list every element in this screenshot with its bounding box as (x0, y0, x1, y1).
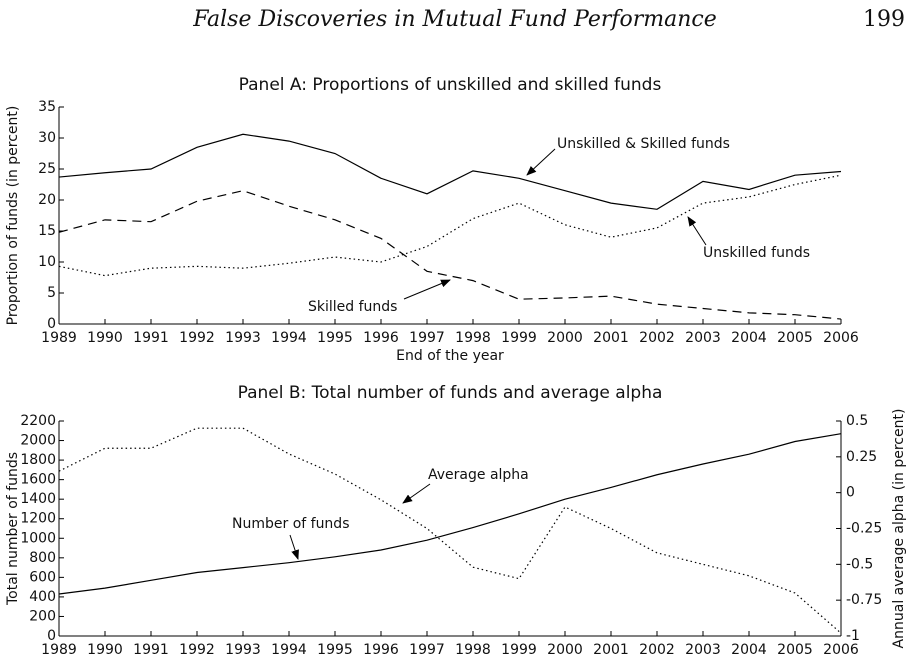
y-tick-label: 10 (38, 254, 56, 270)
x-tick-label: 2004 (731, 330, 767, 346)
y-tick-label: 15 (38, 223, 56, 239)
y-tick-label: 35 (38, 99, 56, 115)
x-tick-label: 2000 (547, 330, 583, 346)
chart-title: Panel A: Proportions of unskilled and sk… (239, 75, 662, 95)
y2-axis-label: Annual average alpha (in percent) (891, 409, 907, 649)
x-tick-label: 2000 (547, 642, 583, 658)
y-tick-label: 5 (47, 285, 56, 301)
y-tick-label: 1600 (20, 472, 56, 488)
y-tick-label: 25 (38, 161, 56, 177)
y2-tick-label: 0 (846, 485, 855, 501)
page-number: 199 (863, 7, 905, 32)
annotation-arrow (403, 279, 451, 300)
y2-tick-label: 0.25 (846, 449, 877, 465)
x-tick-label: 2003 (685, 642, 721, 658)
x-tick-label: 1993 (225, 330, 261, 346)
running-title: False Discoveries in Mutual Fund Perform… (192, 7, 717, 32)
series-annotation: Skilled funds (308, 299, 397, 315)
x-tick-label: 2003 (685, 330, 721, 346)
x-tick-label: 1997 (409, 642, 445, 658)
x-tick-label: 1996 (363, 330, 399, 346)
y-tick-label: 600 (29, 569, 56, 585)
x-tick-label: 2001 (593, 330, 629, 346)
y-axis-label: Total number of funds (5, 452, 21, 606)
x-axis-label: End of the year (396, 348, 504, 364)
x-tick-label: 1998 (455, 330, 491, 346)
series-annotation: Unskilled funds (703, 245, 810, 261)
x-tick-label: 1993 (225, 642, 261, 658)
annotation-arrow (289, 534, 299, 560)
y-tick-label: 1000 (20, 530, 56, 546)
y-tick-label: 200 (29, 608, 56, 624)
y-tick-label: 0 (47, 316, 56, 332)
x-tick-label: 1992 (179, 330, 215, 346)
y2-tick-label: -1 (846, 628, 860, 644)
y-tick-label: 30 (38, 130, 56, 146)
x-tick-label: 2006 (823, 330, 859, 346)
series-line (58, 427, 842, 634)
y-tick-label: 1400 (20, 491, 56, 507)
x-tick-label: 2002 (639, 642, 675, 658)
y2-tick-label: -0.5 (846, 556, 873, 572)
x-tick-label: 1989 (41, 330, 77, 346)
x-tick-label: 2006 (823, 642, 859, 658)
x-tick-label: 1994 (271, 642, 307, 658)
x-tick-label: 1998 (455, 642, 491, 658)
x-tick-label: 2005 (777, 642, 813, 658)
x-tick-label: 2005 (777, 330, 813, 346)
x-tick-label: 1989 (41, 642, 77, 658)
y-axis-label: Proportion of funds (in percent) (5, 106, 21, 326)
x-tick-label: 1994 (271, 330, 307, 346)
x-tick-label: 1995 (317, 330, 353, 346)
y-tick-label: 1200 (20, 511, 56, 527)
x-tick-label: 1997 (409, 330, 445, 346)
annotation-arrow (687, 216, 707, 246)
series-annotation: Number of funds (232, 516, 350, 532)
series-line (58, 133, 842, 210)
x-tick-label: 2004 (731, 642, 767, 658)
x-tick-label: 1999 (501, 330, 537, 346)
y2-tick-label: -0.25 (846, 521, 882, 537)
series-line (58, 433, 842, 595)
y-tick-label: 2000 (20, 433, 56, 449)
x-tick-label: 1996 (363, 642, 399, 658)
chart-title: Panel B: Total number of funds and avera… (238, 383, 663, 403)
x-tick-label: 1999 (501, 642, 537, 658)
annotation-arrow (526, 148, 556, 176)
x-tick-label: 1990 (87, 642, 123, 658)
x-tick-label: 1991 (133, 330, 169, 346)
series-line (58, 174, 842, 277)
x-tick-label: 1991 (133, 642, 169, 658)
series-annotation: Average alpha (428, 467, 529, 483)
y-tick-label: 800 (29, 550, 56, 566)
annotation-arrow (402, 483, 431, 504)
y-tick-label: 20 (38, 192, 56, 208)
series-line (58, 190, 842, 320)
y-tick-label: 400 (29, 589, 56, 605)
series-annotation: Unskilled & Skilled funds (557, 136, 730, 152)
x-tick-label: 1995 (317, 642, 353, 658)
y-tick-label: 0 (47, 628, 56, 644)
x-tick-label: 1990 (87, 330, 123, 346)
x-tick-label: 1992 (179, 642, 215, 658)
y2-tick-label: -0.75 (846, 592, 882, 608)
x-tick-label: 2001 (593, 642, 629, 658)
y-tick-label: 1800 (20, 452, 56, 468)
y2-tick-label: 0.5 (846, 413, 868, 429)
x-tick-label: 2002 (639, 330, 675, 346)
y-tick-label: 2200 (20, 413, 56, 429)
